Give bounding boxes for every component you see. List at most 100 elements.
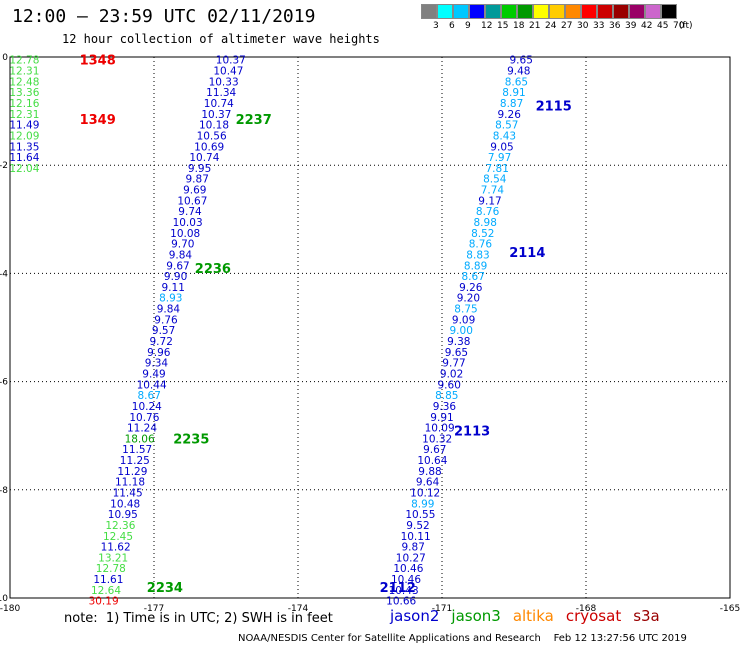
wave-height-label: 8.57 [495,120,518,132]
wave-height-label: 12.48 [9,76,39,88]
wave-height-label: 8.76 [476,206,500,218]
wave-height-label: 13.21 [98,552,128,564]
chart-title: 12:00 — 23:59 UTC 02/11/2019 [12,6,316,27]
time-label: 2234 [147,581,183,596]
legend-label: 39 [625,21,637,31]
wave-height-label: 10.37 [201,109,231,121]
wave-height-label: 8.98 [474,217,497,229]
wave-height-label: 9.87 [186,174,209,186]
wave-height-label: 8.93 [159,293,182,305]
wave-height-label: 9.72 [150,336,173,348]
wave-height-label: 11.18 [115,477,145,489]
x-tick-label: -171 [432,604,452,614]
wave-height-label: 10.69 [194,141,224,153]
satellite-s3a: s3a [633,607,660,625]
y-tick-label: -4 [0,269,8,279]
wave-height-label: 8.65 [505,76,528,88]
wave-height-label: 12.78 [9,55,39,67]
wave-height-label: 10.48 [110,498,140,510]
legend-label: 15 [497,21,509,31]
wave-height-label: 9.64 [416,477,440,489]
wave-height-label: 8.67 [138,390,161,402]
legend-label: 9 [465,21,471,31]
wave-height-label: 9.02 [440,368,463,380]
legend-swatch [629,4,645,19]
wave-height-label: 12.45 [103,531,133,543]
legend-label: 21 [529,21,541,31]
time-label: 2113 [454,424,490,439]
wave-height-label: 8.75 [454,304,477,316]
wave-height-label: 7.81 [486,163,509,175]
wave-height-label: 10.32 [422,433,452,445]
wave-height-label: 9.52 [406,520,429,532]
legend-label: 18 [513,21,525,31]
x-tick-label: -165 [720,604,740,614]
wave-height-label: 8.87 [500,98,523,110]
wave-height-label: 9.96 [147,347,171,359]
wave-height-label: 9.17 [478,195,501,207]
wave-height-label: 10.03 [173,217,203,229]
wave-height-label: 9.76 [154,314,178,326]
wave-height-label: 10.33 [209,76,239,88]
legend-label: 27 [561,21,573,31]
y-tick-label: -10 [0,594,8,604]
legend-label: 24 [545,21,557,31]
wave-height-label: 11.57 [122,444,152,456]
legend-unit: (ft) [679,21,693,31]
satellite-jason3: jason3 [451,607,501,625]
wave-height-label: 8.54 [483,174,507,186]
wave-height-label: 8.89 [464,260,487,272]
wave-height-label: 11.34 [206,87,236,99]
chart-subtitle: 12 hour collection of altimeter wave hei… [62,32,380,46]
wave-height-label: 10.09 [425,423,455,435]
wave-height-label: 11.24 [127,423,157,435]
legend-swatch [613,4,629,19]
wave-height-label: 9.88 [418,466,441,478]
legend-swatch [517,4,533,19]
wave-height-label: 9.09 [452,314,475,326]
time-label: 2115 [536,100,572,115]
x-tick-label: -177 [144,604,164,614]
wave-height-label: 9.84 [169,249,193,261]
wave-height-label: 9.87 [402,542,425,554]
legend-swatch [645,4,661,19]
wave-height-label: 10.66 [386,596,416,608]
wave-height-label: 10.18 [199,120,229,132]
legend-label: 36 [609,21,621,31]
wave-height-label: 8.91 [502,87,525,99]
wave-height-label: 9.77 [442,358,465,370]
wave-height-label: 11.25 [120,455,150,467]
time-label: 2237 [236,113,272,128]
legend-swatch [469,4,485,19]
wave-height-label: 10.47 [213,66,243,78]
wave-height-label: 9.26 [459,282,483,294]
wave-height-label: 9.74 [178,206,202,218]
wave-height-label: 12.04 [9,163,39,175]
legend-label: 45 [657,21,669,31]
wave-height-label: 30.19 [89,596,119,608]
wave-height-label: 9.49 [142,368,165,380]
wave-height-label: 10.27 [396,552,426,564]
legend-swatch [565,4,581,19]
footnote: note: 1) Time is in UTC; 2) SWH is in fe… [64,611,333,626]
satellite-legend: jason2 jason3 altika cryosat s3a [390,607,672,625]
wave-height-label: 10.46 [393,563,423,575]
wave-height-label: 13.36 [9,87,39,99]
wave-height-label: 12.64 [91,585,121,597]
legend-swatch [485,4,501,19]
wave-height-label: 9.20 [457,293,480,305]
wave-height-label: 9.26 [498,109,522,121]
time-label: 1349 [80,113,116,128]
legend-swatch [437,4,453,19]
color-scale-legend [421,4,677,19]
legend-label: 42 [641,21,653,31]
wave-height-label: 11.61 [93,574,123,586]
wave-height-label: 7.74 [481,185,505,197]
wave-height-label: 12.36 [105,520,135,532]
wave-height-label: 9.70 [171,239,194,251]
wave-height-label: 9.90 [164,271,187,283]
time-label: 2235 [173,432,209,447]
legend-swatch [661,4,677,19]
legend-swatch [453,4,469,19]
wave-height-label: 10.43 [389,585,419,597]
